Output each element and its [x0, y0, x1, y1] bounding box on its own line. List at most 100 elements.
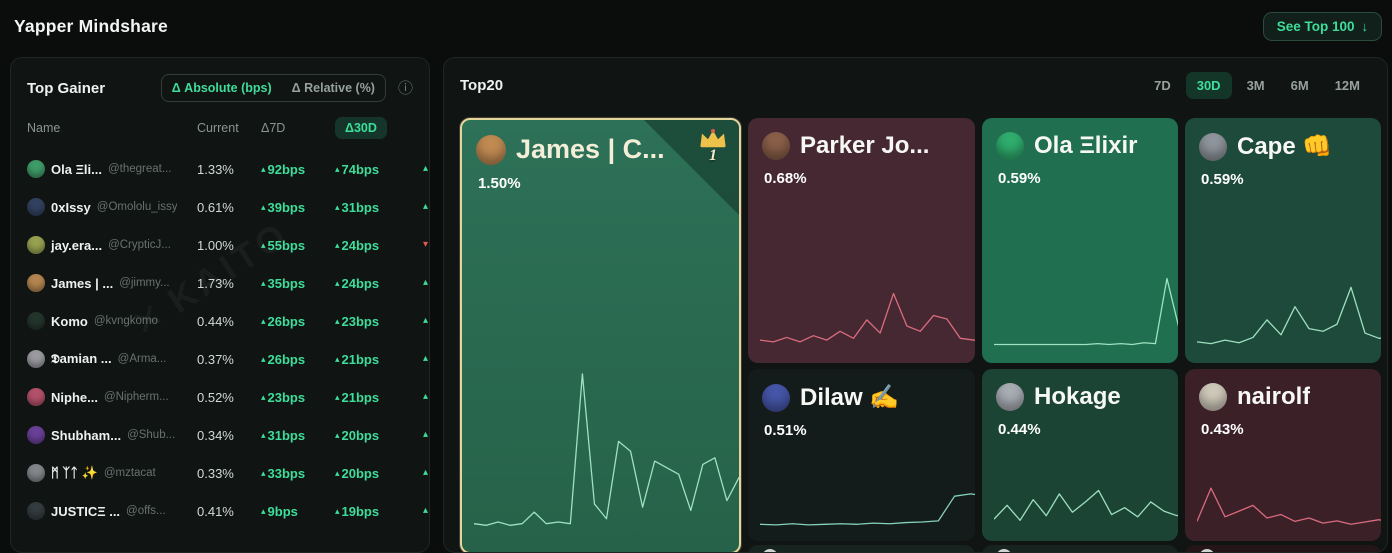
row-delta-30d: ▴ 74bps: [335, 162, 423, 177]
sparkline-chart: [760, 258, 975, 353]
card-mindshare-value: 0.43%: [1201, 421, 1244, 438]
card-mindshare-value: 1.50%: [478, 175, 521, 192]
row-delta-30d-value: 23bps: [341, 313, 380, 329]
table-row[interactable]: ᛗ ᛉᛏ ✨ @mztacat 0.33% ▴ 33bps ▴ 20bps ▴: [11, 454, 429, 492]
toggle-relative-pct[interactable]: Δ Relative (%): [282, 75, 385, 101]
mindshare-card[interactable]: Ola Ξlixir 0.59%: [982, 118, 1178, 363]
timeframe-tab[interactable]: 6M: [1280, 72, 1320, 99]
timeframe-tab[interactable]: 12M: [1324, 72, 1371, 99]
timeframe-tab[interactable]: 7D: [1143, 72, 1182, 99]
top20-panel: Top20 7D 30D 3M 6M 12M James | C... 1.50…: [443, 57, 1388, 553]
table-row[interactable]: JUSTICΞ ... @offs... 0.41% ▴ 9bps ▴ 19bps …: [11, 492, 429, 530]
row-handle: @CrypticJ...: [108, 239, 171, 251]
row-handle: @Omololu_issy: [96, 201, 178, 213]
row-delta-7d: ▴ 26bps: [261, 352, 335, 367]
row-delta-next: ▴: [423, 163, 429, 174]
up-arrow-icon: ▴: [261, 429, 266, 440]
trend-arrow-icon: ▴: [423, 315, 429, 326]
top20-title: Top20: [460, 77, 504, 94]
info-icon[interactable]: ⓘ: [397, 79, 413, 97]
row-name: Ola Ξli...: [51, 161, 102, 177]
row-delta-7d-value: 31bps: [267, 427, 306, 443]
column-header-name[interactable]: Name: [27, 121, 61, 135]
mindshare-card[interactable]: nairolf 0.43%: [1185, 369, 1381, 541]
mindshare-card[interactable]: James | C... 1.50% 1: [460, 118, 741, 552]
trend-arrow-icon: ▾: [423, 239, 429, 250]
trend-arrow-icon: ▴: [423, 163, 429, 174]
up-arrow-icon: ▴: [335, 467, 340, 478]
avatar: [762, 383, 790, 412]
row-delta-7d: ▴ 33bps: [261, 466, 335, 481]
card-partial[interactable]: [748, 545, 975, 552]
card-mindshare-value: 0.44%: [998, 421, 1041, 438]
row-identity: 𝕯amian ... @Arma...: [27, 350, 197, 368]
table-row[interactable]: Niphe... @Nipherm... 0.52% ▴ 23bps ▴ 21bps…: [11, 378, 429, 416]
sparkline-chart: [994, 469, 1178, 531]
top-gainer-table: Ola Ξli... @thegreat... 1.33% ▴ 92bps ▴ 74…: [11, 150, 429, 530]
row-identity: Niphe... @Nipherm...: [27, 388, 197, 406]
row-current-value: 0.34%: [197, 427, 234, 443]
mindshare-card[interactable]: Dilaw ✍️ 0.51%: [748, 369, 975, 541]
card-name: Dilaw ✍️: [800, 384, 900, 411]
table-row[interactable]: Shubham... @Shub... 0.34% ▴ 31bps ▴ 20bps …: [11, 416, 429, 454]
column-header-delta-30d[interactable]: Δ30D: [335, 117, 387, 139]
page-title: Yapper Mindshare: [14, 15, 168, 36]
row-delta-next: ▾: [423, 239, 429, 250]
up-arrow-icon: ▴: [335, 353, 340, 364]
avatar: [762, 549, 778, 552]
up-arrow-icon: ▴: [261, 467, 266, 478]
row-current-value: 0.37%: [197, 351, 234, 367]
top-gainer-panel: Top Gainer Δ Absolute (bps) Δ Relative (…: [10, 57, 430, 553]
row-delta-30d: ▴ 31bps: [335, 200, 423, 215]
row-delta-7d-value: 55bps: [267, 237, 306, 253]
trend-arrow-icon: ▴: [423, 505, 429, 516]
row-delta-next: ▴: [423, 315, 429, 326]
timeframe-tab[interactable]: 30D: [1185, 72, 1232, 99]
table-row[interactable]: jay.era... @CrypticJ... 1.00% ▴ 55bps ▴ 24…: [11, 226, 429, 264]
row-delta-30d-value: 20bps: [341, 465, 380, 481]
row-handle: @Nipherm...: [103, 391, 169, 403]
row-name: ᛗ ᛉᛏ ✨: [51, 465, 98, 480]
table-row[interactable]: James | ... @jimmy... 1.73% ▴ 35bps ▴ 24bp…: [11, 264, 429, 302]
mindshare-card[interactable]: Hokage 0.44%: [982, 369, 1178, 541]
row-identity: ᛗ ᛉᛏ ✨ @mztacat: [27, 464, 197, 482]
row-delta-30d-value: 20bps: [341, 427, 380, 443]
row-handle: @kvngkomo: [93, 315, 158, 327]
avatar: [1199, 132, 1227, 161]
see-top-100-button[interactable]: See Top 100 ↓: [1262, 11, 1382, 41]
card-name: Hokage: [1034, 383, 1121, 410]
up-arrow-icon: ▴: [335, 391, 340, 402]
row-name: James | ...: [51, 275, 114, 291]
card-partial[interactable]: [1185, 545, 1381, 552]
row-delta-7d: ▴ 26bps: [261, 314, 335, 329]
card-name: James | C...: [516, 134, 665, 164]
column-header-current[interactable]: Current: [197, 121, 239, 135]
table-row[interactable]: Komo @kvngkomo 0.44% ▴ 26bps ▴ 23bps ▴: [11, 302, 429, 340]
avatar: [27, 312, 45, 330]
row-name: Shubham...: [51, 427, 122, 443]
timeframe-tabs: 7D 30D 3M 6M 12M: [1143, 72, 1371, 99]
card-partial[interactable]: [982, 545, 1178, 552]
up-arrow-icon: ▴: [261, 201, 266, 212]
row-delta-7d: ▴ 55bps: [261, 238, 335, 253]
mindshare-card[interactable]: Cape 👊 0.59%: [1185, 118, 1381, 363]
see-top-100-label: See Top 100: [1276, 18, 1355, 34]
table-row[interactable]: 0xIssy @Omololu_issy 0.61% ▴ 39bps ▴ 31bps…: [11, 188, 429, 226]
row-delta-7d: ▴ 92bps: [261, 162, 335, 177]
row-identity: JUSTICΞ ... @offs...: [27, 502, 197, 520]
up-arrow-icon: ▴: [335, 505, 340, 516]
row-current-value: 0.33%: [197, 465, 234, 481]
timeframe-tab[interactable]: 3M: [1236, 72, 1276, 99]
row-delta-30d-value: 24bps: [341, 275, 380, 291]
row-delta-30d: ▴ 19bps: [335, 504, 423, 519]
mindshare-card[interactable]: Parker Jo... 0.68%: [748, 118, 975, 363]
row-delta-30d: ▴ 23bps: [335, 314, 423, 329]
delta-mode-toggle: Δ Absolute (bps) Δ Relative (%): [160, 74, 386, 102]
table-row[interactable]: 𝕯amian ... @Arma... 0.37% ▴ 26bps ▴ 21bps …: [11, 340, 429, 378]
row-current-value: 1.73%: [197, 275, 234, 291]
avatar: [996, 132, 1024, 160]
row-current-value: 0.52%: [197, 389, 234, 405]
table-row[interactable]: Ola Ξli... @thegreat... 1.33% ▴ 92bps ▴ 74…: [11, 150, 429, 188]
toggle-absolute-bps[interactable]: Δ Absolute (bps): [162, 75, 282, 101]
column-header-delta-7d[interactable]: Δ7D: [261, 121, 286, 135]
